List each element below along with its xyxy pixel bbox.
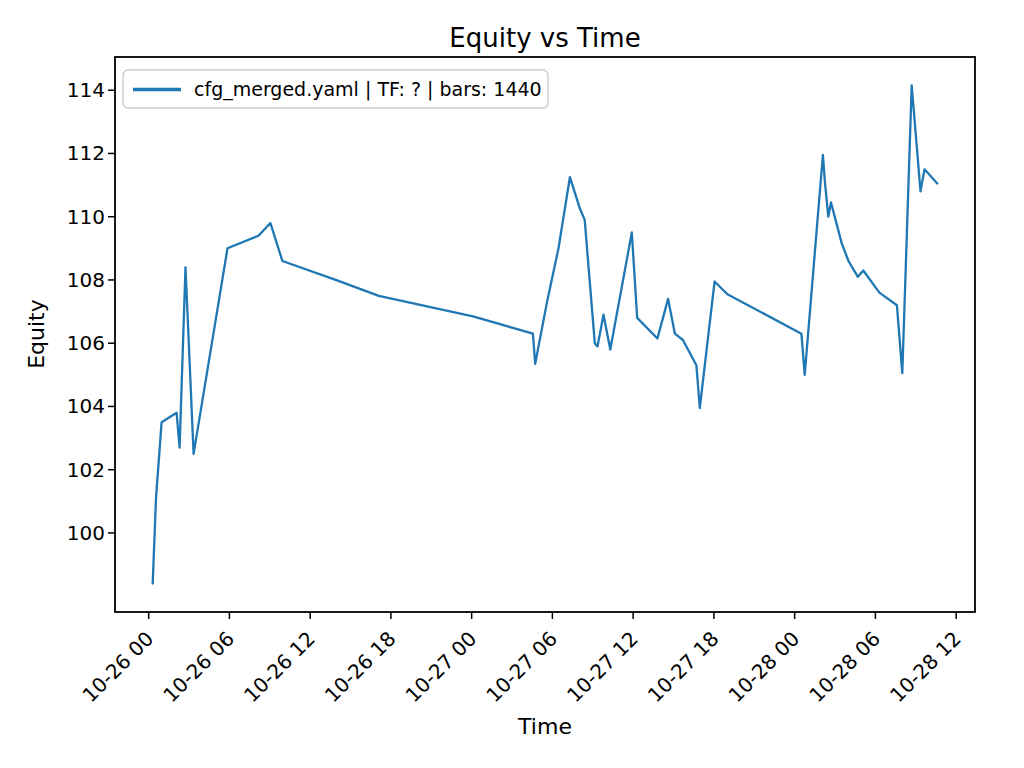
y-tick-label: 102 — [67, 458, 105, 482]
x-tick-label: 10-26 06 — [158, 627, 239, 708]
x-tick-label: 10-26 12 — [239, 627, 320, 708]
plot-border — [115, 57, 975, 612]
x-tick-label: 10-27 06 — [481, 627, 562, 708]
y-tick-label: 106 — [67, 331, 105, 355]
x-tick-label: 10-28 00 — [724, 627, 805, 708]
y-tick-label: 110 — [67, 205, 105, 229]
x-tick-label: 10-27 00 — [401, 627, 482, 708]
legend-label: cfg_merged.yaml | TF: ? | bars: 1440 — [194, 78, 542, 101]
y-tick-label: 108 — [67, 268, 105, 292]
x-tick-label: 10-28 06 — [804, 627, 885, 708]
x-tick-label: 10-28 12 — [885, 627, 966, 708]
x-tick-label: 10-27 12 — [562, 627, 643, 708]
x-tick-label: 10-27 18 — [643, 627, 724, 708]
x-axis-label: Time — [517, 714, 572, 739]
y-tick-label: 104 — [67, 394, 105, 418]
y-tick-label: 112 — [67, 141, 105, 165]
y-tick-label: 100 — [67, 521, 105, 545]
x-tick-label: 10-26 18 — [320, 627, 401, 708]
matplotlib-figure: Equity vs Time Time Equity 10-26 0010-26… — [0, 0, 1024, 768]
x-tick-label: 10-26 00 — [78, 627, 159, 708]
equity-line-series — [153, 86, 938, 584]
equity-vs-time-chart: Equity vs Time Time Equity 10-26 0010-26… — [0, 0, 1024, 768]
legend: cfg_merged.yaml | TF: ? | bars: 1440 — [123, 70, 548, 108]
y-tick-label: 114 — [67, 78, 105, 102]
chart-title: Equity vs Time — [449, 23, 640, 53]
y-axis-label: Equity — [24, 299, 49, 369]
